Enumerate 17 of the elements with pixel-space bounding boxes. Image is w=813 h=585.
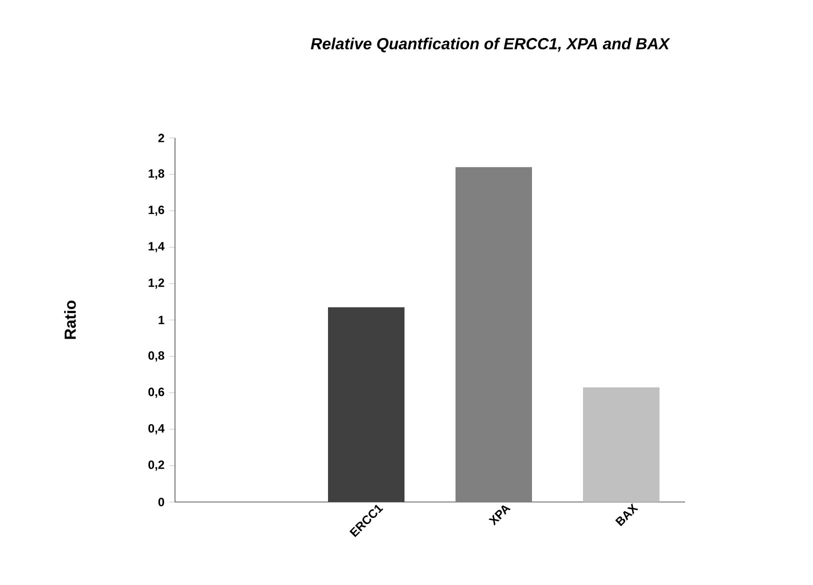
y-tick-label: 0,8 bbox=[148, 351, 164, 362]
y-tick-label: 1,4 bbox=[148, 242, 165, 252]
bar bbox=[583, 387, 660, 502]
bar bbox=[456, 167, 532, 502]
y-tick-label: 1,6 bbox=[148, 206, 164, 216]
chart-title: Relative Quantfication of ERCC1, XPA and BAX bbox=[310, 38, 670, 52]
y-axis-title: Ratio bbox=[64, 300, 76, 339]
bar bbox=[328, 307, 404, 502]
y-tick-label: 0 bbox=[158, 498, 164, 506]
y-tick-label: 2 bbox=[158, 134, 164, 142]
y-tick-label: 0,6 bbox=[148, 388, 164, 398]
y-tick-label: 1,2 bbox=[148, 278, 164, 289]
y-tick-label: 0,4 bbox=[148, 424, 165, 434]
y-tick-label: 1 bbox=[158, 316, 164, 324]
x-tick-label: XPA bbox=[488, 505, 511, 526]
y-tick-label: 1,8 bbox=[148, 169, 164, 180]
y-tick-label: 0,2 bbox=[148, 460, 164, 471]
